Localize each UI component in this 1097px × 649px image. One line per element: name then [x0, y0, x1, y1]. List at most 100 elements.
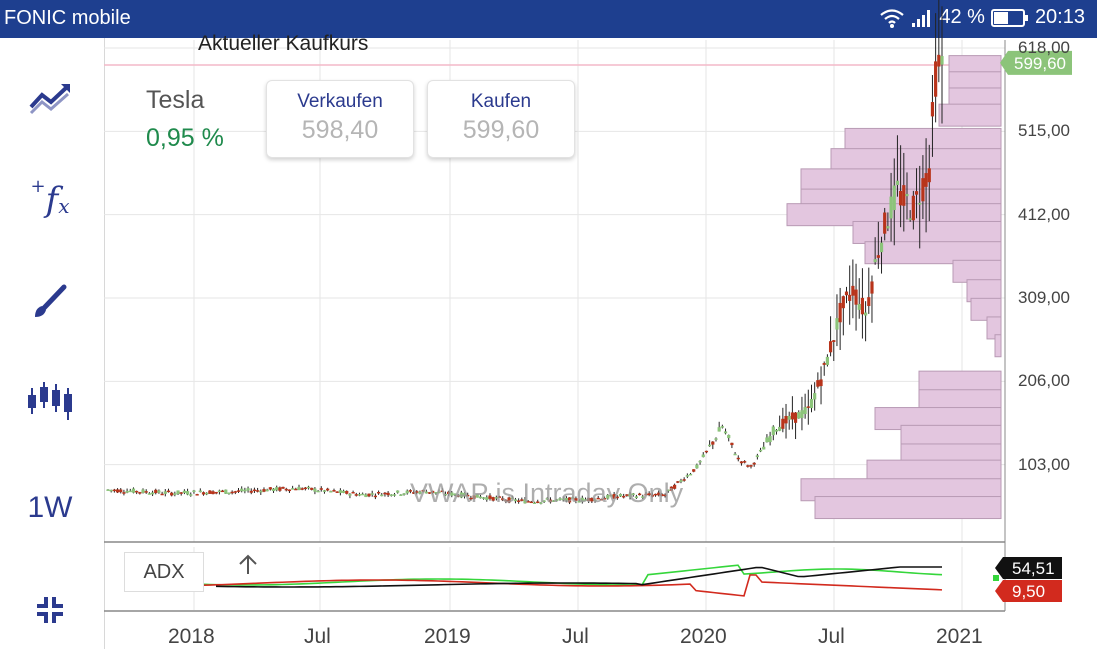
candle-body [940, 56, 944, 65]
candle-body [144, 491, 148, 493]
adx-value-tag [995, 557, 1062, 579]
candle-body [523, 499, 527, 504]
adx-label[interactable]: ADX [124, 552, 204, 592]
candle-body [224, 489, 228, 494]
adx-value-text: 54,51 [1012, 559, 1055, 578]
candle-body [688, 473, 693, 476]
status-bar: FONIC mobile 42 % 20:13 [0, 0, 1097, 38]
candle-body [478, 496, 483, 499]
adx-minus-di-line [149, 574, 943, 597]
candle-body [609, 494, 613, 497]
candle-body [625, 494, 629, 496]
candle-body [163, 491, 167, 494]
candle-body [580, 497, 584, 502]
candle-body [437, 491, 441, 494]
candle-body [125, 491, 129, 493]
candle-body [784, 415, 788, 424]
candle-body [189, 494, 193, 496]
candle-body [166, 490, 171, 493]
buy-value: 599,60 [462, 116, 540, 144]
candle-body [319, 488, 323, 490]
candle-body [832, 340, 836, 343]
candle-body [561, 498, 565, 501]
candle-body [854, 289, 858, 305]
candle-body [879, 242, 884, 253]
candle-body [727, 435, 731, 439]
buy-button[interactable]: Kaufen 599,60 [427, 80, 575, 158]
candle-body [771, 426, 775, 436]
candle-body [564, 498, 568, 501]
instrument-name: Tesla [146, 86, 205, 114]
collapse-icon[interactable] [22, 582, 78, 638]
candle-body [173, 493, 177, 495]
volume-bar [864, 241, 1002, 265]
candle-body [122, 492, 126, 494]
candle-body [612, 494, 616, 499]
candle-body [205, 492, 209, 495]
interval-button[interactable]: 1W [27, 491, 73, 524]
candle-body [552, 500, 556, 502]
candle-body [405, 490, 409, 494]
candle-body [345, 490, 349, 494]
candle-body [924, 173, 928, 187]
candle-body [249, 490, 253, 493]
candle-body [252, 489, 257, 492]
candle-body [195, 494, 199, 496]
candle-body [469, 497, 473, 500]
candle-body [424, 491, 428, 494]
candle-body [864, 312, 868, 316]
candle-body [217, 490, 222, 493]
fx-icon[interactable]: + f x [30, 175, 70, 221]
candle-body [357, 494, 362, 496]
y-tick-label: 515,00 [1018, 121, 1070, 141]
candle-body [749, 465, 753, 467]
candle-body [542, 500, 546, 502]
chart-grid [104, 40, 1020, 612]
x-tick-label: 2019 [424, 625, 471, 648]
candle-body [695, 464, 699, 469]
candle-body [844, 291, 849, 296]
x-tick-label: 2021 [936, 625, 983, 648]
candle-body [246, 488, 250, 491]
candle-body [115, 489, 120, 493]
volume-bar [952, 259, 1002, 283]
candle-body [657, 492, 661, 496]
status-icons: 42 % 20:13 [879, 6, 1085, 29]
candle-body [615, 496, 619, 499]
sell-button[interactable]: Verkaufen 598,40 [266, 80, 414, 158]
candle-body [774, 429, 779, 432]
candle-body [214, 491, 218, 494]
candle-body [708, 444, 712, 447]
candle-body [497, 496, 502, 498]
candle-body [135, 490, 139, 493]
candle-body [109, 489, 113, 492]
trend-icon[interactable] [22, 70, 78, 126]
candle-body [443, 493, 448, 496]
left-toolbar: + f x 1W [0, 38, 105, 649]
candle-body [310, 487, 314, 490]
candle-body [517, 500, 521, 502]
candle-body [341, 490, 346, 493]
candle-body [895, 180, 900, 185]
candle-body [243, 489, 247, 492]
candle-body [669, 486, 674, 491]
brush-icon[interactable] [22, 274, 78, 330]
wifi-icon [880, 8, 905, 28]
volume-bar [986, 316, 1002, 340]
candle-body [507, 497, 511, 503]
price-tag-text: 599,60 [1014, 54, 1066, 73]
candle-body [765, 437, 769, 443]
candle-body [389, 494, 393, 496]
candle-body [577, 501, 581, 503]
candle-body [736, 457, 740, 460]
candle-body [787, 415, 791, 420]
volume-profile [786, 55, 1002, 520]
candle-body [466, 494, 470, 497]
candle-body [574, 498, 578, 501]
candle-body [660, 494, 664, 496]
candle-body [440, 490, 444, 493]
candle-body [602, 498, 607, 500]
candlestick-icon[interactable] [22, 372, 78, 428]
candle-body [380, 494, 384, 497]
